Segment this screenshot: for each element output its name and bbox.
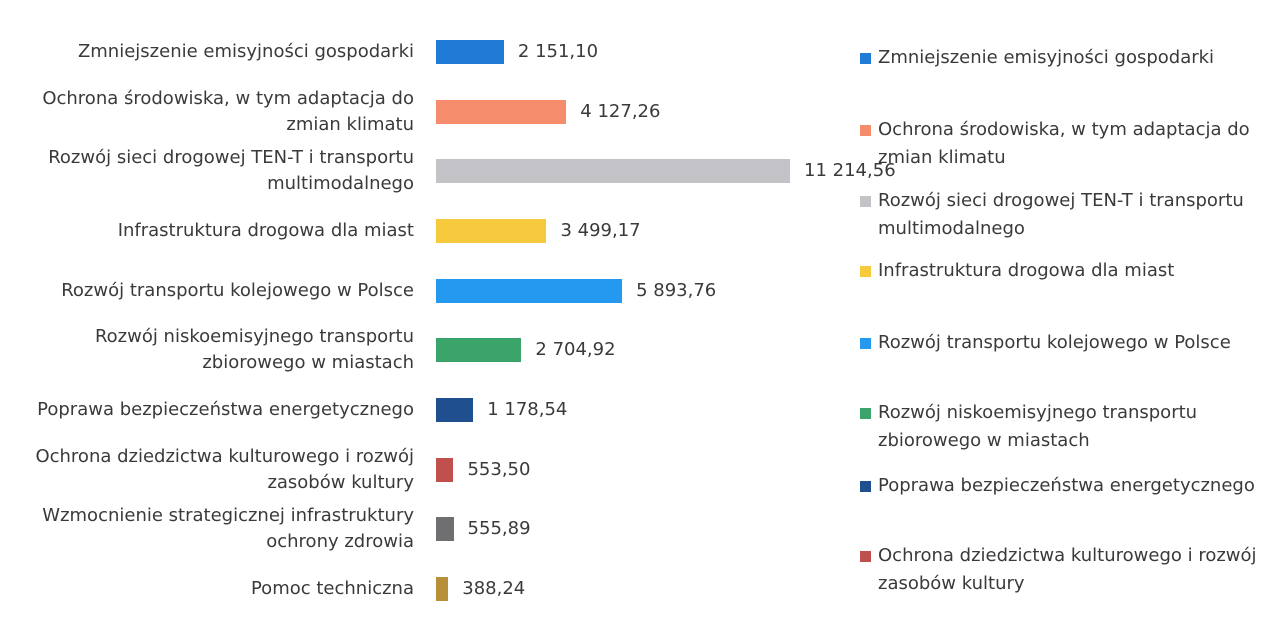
value-label: 553,50 xyxy=(467,458,531,480)
value-label: 3 499,17 xyxy=(560,219,641,241)
legend-item: Rozwój sieci drogowej TEN-T i transportu… xyxy=(860,187,1270,243)
legend-swatch xyxy=(860,266,871,277)
category-label: Zmniejszenie emisyjności gospodarki xyxy=(77,40,414,62)
category-label: Rozwój transportu kolejowego w Polsce xyxy=(61,279,414,301)
legend-text: Rozwój niskoemisyjnego transportu zbioro… xyxy=(878,402,1198,451)
category-label: Rozwój sieci drogowej TEN-T i transportu… xyxy=(48,147,414,195)
category-label: Ochrona dziedzictwa kulturowego i rozwój… xyxy=(35,445,414,493)
value-label: 5 893,76 xyxy=(636,279,717,301)
bar xyxy=(436,99,567,124)
legend-item: Rozwój niskoemisyjnego transportu zbioro… xyxy=(860,399,1270,455)
legend-swatch xyxy=(860,196,871,207)
legend-item: Zmniejszenie emisyjności gospodarki xyxy=(860,44,1270,72)
legend-item: Infrastruktura drogowa dla miast xyxy=(860,257,1270,285)
value-label: 2 704,92 xyxy=(535,339,616,361)
bar xyxy=(436,577,449,602)
category-label: Infrastruktura drogowa dla miast xyxy=(117,219,414,241)
bar xyxy=(436,338,522,363)
legend-item: Ochrona dziedzictwa kulturowego i rozwój… xyxy=(860,542,1270,598)
legend-swatch xyxy=(860,125,871,136)
legend-text: Ochrona dziedzictwa kulturowego i rozwój… xyxy=(878,545,1257,594)
value-label: 4 127,26 xyxy=(580,100,661,122)
value-label: 555,89 xyxy=(467,518,531,540)
legend-item: Rozwój transportu kolejowego w Polsce xyxy=(860,329,1270,357)
bar xyxy=(436,517,454,542)
legend-text: Ochrona środowiska, w tym adaptacja do z… xyxy=(878,119,1250,168)
category-label: Wzmocnienie strategicznej infrastruktury… xyxy=(42,505,414,553)
legend-swatch xyxy=(860,551,871,562)
category-label: Poprawa bezpieczeństwa energetycznego xyxy=(37,399,414,421)
legend-swatch xyxy=(860,408,871,419)
bar xyxy=(436,39,504,64)
category-label: Ochrona środowiska, w tym adaptacja do z… xyxy=(42,87,414,135)
legend-text: Rozwój transportu kolejowego w Polsce xyxy=(878,332,1231,353)
value-label: 11 214,56 xyxy=(804,160,896,182)
category-label: Rozwój niskoemisyjnego transportu zbioro… xyxy=(94,326,414,374)
bar xyxy=(436,278,623,303)
legend-text: Poprawa bezpieczeństwa energetycznego xyxy=(878,475,1255,496)
value-label: 2 151,10 xyxy=(517,40,599,62)
legend-item: Poprawa bezpieczeństwa energetycznego xyxy=(860,472,1270,500)
legend-text: Infrastruktura drogowa dla miast xyxy=(878,260,1175,281)
bar xyxy=(436,159,791,184)
bar xyxy=(436,457,454,482)
value-label: 1 178,54 xyxy=(487,399,568,421)
legend-swatch xyxy=(860,338,871,349)
legend-item: Ochrona środowiska, w tym adaptacja do z… xyxy=(860,116,1270,172)
legend-text: Zmniejszenie emisyjności gospodarki xyxy=(878,47,1215,68)
value-label: 388,24 xyxy=(462,578,526,600)
legend-swatch xyxy=(860,481,871,492)
bar xyxy=(436,398,474,423)
bar xyxy=(436,218,547,243)
legend-text: Rozwój sieci drogowej TEN-T i transportu… xyxy=(878,190,1244,239)
legend-swatch xyxy=(860,53,871,64)
category-label: Pomoc techniczna xyxy=(250,578,414,600)
